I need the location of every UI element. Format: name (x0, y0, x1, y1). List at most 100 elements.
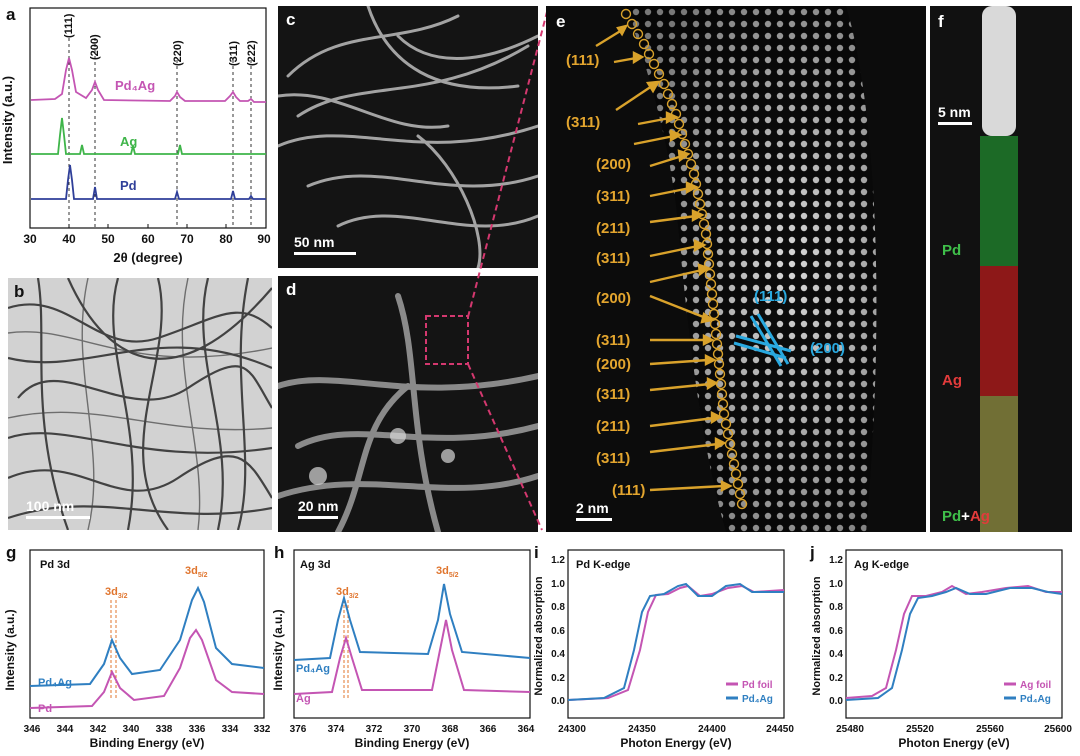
xrd-chart: a Intensity (a.u.) (111) (200) (220) (31… (0, 5, 271, 265)
xrd-legend-pd: Pd (120, 178, 137, 193)
xps-ag-legend-ag: Ag (296, 693, 311, 705)
xps-pd-chart: g Intensity (a.u.) Pd 3d 3d3/2 3d5/2 Pd₄… (3, 543, 271, 750)
xanes-ag-ytick: 0.4 (829, 649, 843, 660)
xanes-pd-ylabel: Normalized absorption (533, 576, 545, 695)
xps-pd-ylabel: Intensity (a.u.) (3, 609, 17, 690)
xanes-ag-ytick: 1.0 (829, 579, 843, 590)
panel-c-haadf-image: c 50 nm (278, 6, 538, 268)
facet-label: (200) (596, 290, 632, 307)
xanes-pd-ytick: 0.6 (551, 626, 565, 637)
xanes-ag-xtick: 25480 (836, 724, 864, 735)
panel-e-atomic-image: e (111) (311) (200) (311) (211) (311) (2… (546, 6, 926, 532)
xps-pd-legend-pd: Pd (38, 703, 52, 715)
xanes-ag-curve-pd4ag (845, 586, 1063, 701)
xanes-pd-legend-pd4ag: Pd₄Ag (742, 694, 773, 705)
facet-label: (311) (596, 250, 631, 267)
facet-label: (200) (596, 356, 632, 373)
facet-label: (311) (596, 188, 631, 205)
xrd-xtick: 80 (219, 232, 233, 246)
xanes-pd-chart: i Normalized absorption Pd K-edge 0.0 0.… (533, 543, 794, 750)
panel-label-c: c (286, 10, 296, 29)
xrd-ylabel: Intensity (a.u.) (0, 76, 15, 164)
xrd-xtick: 40 (62, 232, 76, 246)
xanes-ag-legend-foil: Ag foil (1020, 680, 1051, 691)
xps-pd-xtick: 338 (156, 724, 173, 735)
xps-pd-peak1-sub: 3/2 (118, 593, 128, 600)
xanes-ag-xtick: 25600 (1044, 724, 1072, 735)
xps-pd-legend-pd4ag: Pd₄Ag (38, 677, 72, 689)
scale-bar-b-label: 100 nm (26, 498, 75, 514)
xanes-ag-ylabel: Normalized absorption (811, 576, 823, 695)
xps-ag-xtick: 368 (442, 724, 459, 735)
facet-label: (311) (596, 332, 631, 349)
xrd-legend-pd4ag: Pd₄Ag (115, 78, 155, 93)
xrd-curve-pd (31, 164, 266, 200)
xanes-pd-ytick: 1.0 (551, 579, 565, 590)
xrd-peak-label-311: (311) (228, 41, 240, 66)
scale-bar-d-label: 20 nm (298, 498, 339, 514)
panel-a-xrd: a Intensity (a.u.) (111) (200) (220) (31… (0, 0, 272, 270)
xanes-pd-ytick: 0.8 (551, 602, 565, 613)
haadf-nanowires-image-d (278, 293, 538, 532)
xps-ag-chart: h Intensity (a.u.) Ag 3d 3d3/2 3d5/2 Pd₄… (271, 543, 535, 750)
xps-pd-peak1-label: 3d3/2 (105, 586, 128, 600)
panel-j-xanes-ag: j Normalized absorption Ag K-edge 0.0 0.… (806, 540, 1080, 751)
panel-label-i: i (534, 543, 539, 562)
xps-ag-peak1-label: 3d3/2 (336, 586, 359, 600)
xps-pd-peak2-sub: 5/2 (198, 572, 208, 579)
scale-bar-b: 100 nm (26, 498, 90, 519)
facet-labels: (111) (311) (200) (311) (211) (311) (200… (546, 6, 926, 532)
scale-bar-e-label: 2 nm (576, 500, 609, 516)
facet-label: (111) (566, 52, 600, 69)
xps-pd-xtick: 344 (57, 724, 74, 735)
haadf-nanowires-image-c (278, 6, 538, 268)
panel-g-xps-pd: g Intensity (a.u.) Pd 3d 3d3/2 3d5/2 Pd₄… (0, 540, 271, 751)
xps-pd-title: Pd 3d (40, 559, 70, 571)
panel-f-eds-map: f 5 nm Pd Ag Pd+Ag (930, 6, 1072, 532)
xps-ag-peak2-label: 3d5/2 (436, 565, 459, 579)
xps-ag-ylabel: Intensity (a.u.) (271, 609, 285, 690)
xps-ag-peak1-main: 3d (336, 586, 349, 598)
xrd-peak-label-200: (200) (89, 34, 101, 60)
xrd-legend-ag: Ag (120, 134, 137, 149)
xanes-ag-title: Ag K-edge (854, 559, 909, 571)
panel-label-d: d (286, 280, 297, 299)
eds-map-image (980, 6, 1018, 532)
xps-ag-xtick: 376 (290, 724, 307, 735)
panel-h-xps-ag: h Intensity (a.u.) Ag 3d 3d3/2 3d5/2 Pd₄… (268, 540, 536, 751)
xanes-pd-ytick: 0.0 (551, 696, 565, 707)
xrd-ref-lines (68, 38, 252, 228)
xrd-xtick: 70 (180, 232, 194, 246)
eds-overlay-pd: Pd (942, 508, 962, 525)
xrd-curve-ag (31, 117, 266, 155)
xps-ag-xtick: 370 (404, 724, 421, 735)
facet-label: (111) (612, 482, 646, 499)
xanes-pd-title: Pd K-edge (576, 559, 630, 571)
xanes-pd-curve-foil (567, 584, 785, 701)
atomic-lattice-image (595, 6, 877, 532)
facet-label: (211) (596, 418, 631, 435)
xanes-pd-curve-pd4ag (567, 582, 784, 701)
xps-pd-curve-pd4ag (29, 585, 265, 687)
xanes-ag-ytick: 1.2 (829, 555, 843, 566)
xrd-xtick: 50 (101, 232, 115, 246)
xps-ag-peak2-main: 3d (436, 565, 449, 577)
xps-pd-xtick: 346 (24, 724, 41, 735)
xanes-ag-xlabel: Photon Energy (eV) (898, 736, 1009, 750)
xanes-ag-curve-foil (845, 584, 1062, 699)
panel-label-g: g (6, 543, 16, 562)
xanes-pd-ytick: 0.4 (551, 649, 565, 660)
xps-pd-xlabel: Binding Energy (eV) (90, 736, 205, 750)
scale-bar-c: 50 nm (294, 234, 356, 255)
xps-ag-xtick: 372 (366, 724, 383, 735)
xanes-ag-ytick: 0.0 (829, 696, 843, 707)
xps-pd-peak2-main: 3d (185, 565, 198, 577)
xrd-xtick: 60 (141, 232, 155, 246)
xanes-pd-legend-foil: Pd foil (742, 680, 773, 691)
xanes-pd-xtick: 24300 (558, 724, 586, 735)
xps-ag-xlabel: Binding Energy (eV) (355, 736, 470, 750)
scale-bar-f-label: 5 nm (938, 104, 971, 120)
xanes-pd-ytick: 1.2 (551, 555, 565, 566)
xps-ag-legend-pd4ag: Pd₄Ag (296, 663, 330, 675)
lattice-label-200: (200) (810, 340, 846, 357)
